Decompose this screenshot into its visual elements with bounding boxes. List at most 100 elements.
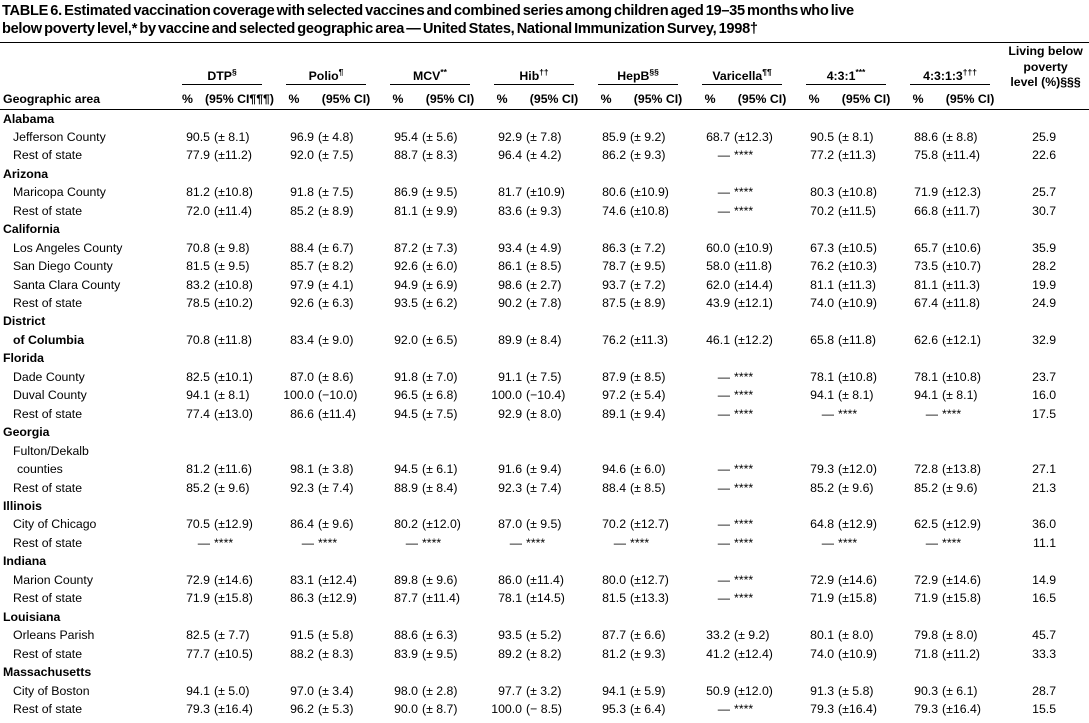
row-label: California (3, 222, 60, 237)
poverty-pct-cell: 36.0 (1032, 517, 1057, 532)
coverage-ci-cell: (± 9.5) (422, 185, 458, 200)
coverage-pct-cell: 89.8 (394, 572, 419, 587)
coverage-pct-cell: 97.7 (498, 683, 523, 698)
coverage-pct-cell: 85.2 (810, 480, 835, 495)
coverage-ci-cell: **** (422, 535, 442, 550)
coverage-pct-cell: 83.2 (186, 277, 210, 292)
row-label: Rest of state (13, 148, 83, 163)
hib-footnote-mark: †† (539, 66, 549, 77)
data-row: Rest of state 77.7 (±10.5) 88.2 (± 8.3) 83.9(… (0, 645, 1089, 663)
row-label: Indiana (3, 554, 47, 569)
series-431-header: 4:3:1*** (794, 43, 898, 85)
row-label: Santa Clara County (13, 277, 121, 292)
coverage-ci-cell: (±12.4) (318, 572, 357, 587)
poverty-pct-cell: 19.9 (1032, 277, 1057, 292)
series-4313-subheader: % (95% CI) (898, 85, 1003, 110)
coverage-pct-cell: 81.7 (498, 185, 523, 200)
coverage-pct-cell: 80.0 (602, 572, 627, 587)
coverage-pct-cell: 85.2 (186, 480, 210, 495)
row-label: Rest of state (13, 702, 83, 716)
coverage-ci-cell: (± 9.4) (630, 406, 666, 421)
coverage-pct-cell: 79.3 (186, 702, 210, 716)
coverage-pct-cell: — (717, 480, 731, 495)
coverage-ci-cell: (±11.8) (734, 259, 772, 274)
coverage-pct-cell: 89.9 (498, 332, 523, 347)
row-label: Rest of state (13, 203, 83, 218)
coverage-pct-cell: 83.4 (290, 332, 314, 347)
polio-header: Polio¶ (274, 43, 378, 85)
series-4313-header: 4:3:1:3††† (898, 43, 1002, 85)
coverage-ci-cell: (± 9.6) (318, 517, 354, 532)
coverage-ci-cell: (±16.4) (214, 702, 253, 716)
coverage-ci-cell: (± 8.4) (422, 480, 458, 495)
coverage-pct-cell: — (717, 462, 731, 477)
coverage-pct-cell: 87.7 (602, 628, 627, 643)
coverage-pct-cell: 91.8 (394, 369, 419, 384)
coverage-pct-cell: 46.1 (706, 332, 731, 347)
coverage-pct-cell: 96.9 (290, 129, 314, 144)
coverage-pct-cell: 94.5 (394, 462, 419, 477)
coverage-pct-cell: 90.5 (810, 129, 835, 144)
data-row: Rest of state 77.9 (±11.2) 92.0 (± 7.5) 88.7(… (0, 146, 1089, 164)
coverage-pct-cell: 80.1 (810, 628, 835, 643)
coverage-ci-cell: (±10.8) (214, 277, 253, 292)
coverage-ci-cell: (±12.1) (942, 332, 981, 347)
coverage-pct-cell: 70.8 (186, 332, 210, 347)
coverage-pct-cell: 88.4 (290, 240, 314, 255)
vaccine-group-header-row: Geographic area DTP§ Polio¶ MCV** Hib†† … (0, 43, 1089, 110)
coverage-ci-cell: (± 6.7) (318, 240, 354, 255)
coverage-ci-cell: (± 3.8) (318, 462, 354, 477)
row-label: City of Boston (13, 683, 90, 698)
coverage-pct-cell: 72.9 (186, 572, 210, 587)
coverage-ci-cell: (±12.0) (422, 517, 461, 532)
data-row: Rest of state 85.2 (± 9.6) 92.3 (± 7.4) 88.9(… (0, 479, 1089, 497)
coverage-ci-cell: (± 5.8) (838, 683, 874, 698)
data-row: Rest of state 72.0 (±11.4) 85.2 (± 8.9) 81.1(… (0, 202, 1089, 220)
coverage-ci-cell: **** (734, 388, 754, 403)
row-label: Rest of state (13, 296, 83, 311)
coverage-pct-cell: — (509, 535, 523, 550)
coverage-ci-cell: (±10.8) (838, 185, 877, 200)
row-label: Rest of state (13, 406, 83, 421)
coverage-pct-cell: 87.0 (498, 517, 523, 532)
coverage-ci-cell: (±12.1) (734, 296, 773, 311)
geographic-area-header: Geographic area (0, 43, 170, 110)
row-label: Illinois (3, 499, 42, 514)
coverage-ci-cell: **** (630, 535, 650, 550)
data-row: Rest of state — **** — **** — **** — **** — **** — *… (0, 534, 1089, 552)
coverage-pct-cell: 77.7 (186, 646, 210, 661)
poverty-pct-cell: 28.7 (1032, 683, 1057, 698)
poverty-pct-cell: 32.9 (1032, 332, 1057, 347)
data-row: Santa Clara County 83.2 (±10.8) 97.9 (± 4.1)… (0, 276, 1089, 294)
coverage-pct-cell: 86.1 (498, 259, 523, 274)
hib-header: Hib†† (482, 43, 586, 85)
row-label: San Diego County (13, 259, 113, 274)
state-row: Alabama (0, 109, 1089, 128)
coverage-pct-cell: 83.6 (498, 203, 523, 218)
coverage-pct-cell: 72.0 (186, 203, 210, 218)
coverage-ci-cell: (±14.4) (734, 277, 773, 292)
coverage-pct-cell: — (925, 535, 939, 550)
coverage-pct-cell: 88.6 (394, 628, 419, 643)
coverage-pct-cell: 96.5 (394, 388, 419, 403)
coverage-ci-cell: **** (526, 535, 546, 550)
hepb-header: HepB§§ (586, 43, 690, 85)
coverage-ci-cell: (± 8.4) (526, 332, 562, 347)
coverage-pct-cell: 95.3 (602, 702, 627, 716)
coverage-ci-cell: **** (734, 517, 754, 532)
coverage-pct-cell: 70.2 (602, 517, 627, 532)
coverage-ci-cell: (±10.9) (838, 646, 877, 661)
coverage-ci-cell: (± 6.3) (422, 628, 458, 643)
coverage-ci-cell: (± 6.4) (630, 702, 666, 716)
coverage-ci-cell: (±10.3) (838, 259, 877, 274)
coverage-pct-cell: 93.5 (394, 296, 419, 311)
coverage-ci-cell: (±11.3) (942, 277, 981, 292)
coverage-pct-cell: 88.2 (290, 646, 314, 661)
row-label: Rest of state (13, 591, 83, 606)
coverage-pct-cell: 70.5 (186, 517, 210, 532)
coverage-ci-cell: **** (318, 535, 338, 550)
coverage-pct-cell: 76.2 (810, 259, 835, 274)
coverage-pct-cell: 92.9 (498, 406, 523, 421)
coverage-ci-cell: (±12.9) (838, 517, 877, 532)
vaccination-coverage-table: Geographic area DTP§ Polio¶ MCV** Hib†† … (0, 43, 1089, 718)
